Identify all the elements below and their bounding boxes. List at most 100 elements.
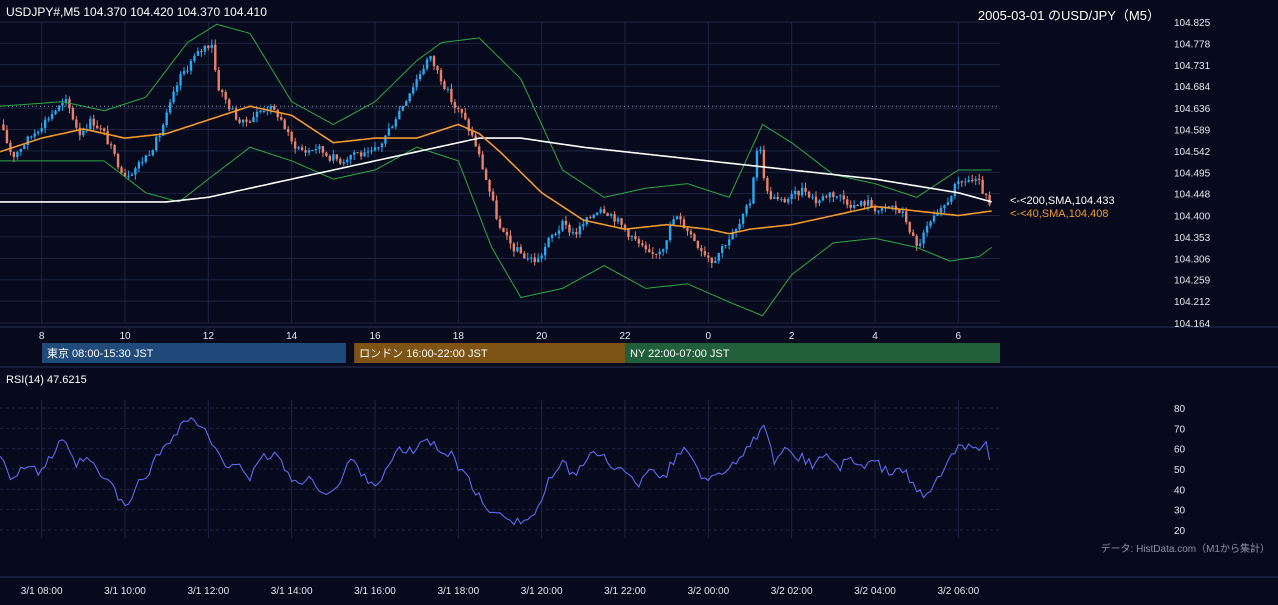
candle-up bbox=[405, 101, 408, 106]
candle-up bbox=[148, 155, 151, 157]
candle-down bbox=[467, 119, 470, 132]
candle-up bbox=[346, 159, 349, 162]
price-y-tick-label: 104.212 bbox=[1174, 297, 1211, 308]
candle-up bbox=[384, 135, 387, 144]
candle-down bbox=[804, 187, 807, 192]
candle-down bbox=[12, 152, 16, 158]
candle-up bbox=[929, 221, 932, 226]
candle-down bbox=[481, 154, 484, 170]
candle-up bbox=[967, 179, 970, 182]
candle-up bbox=[828, 192, 832, 198]
candle-up bbox=[377, 147, 380, 149]
rsi-y-tick-label: 50 bbox=[1174, 465, 1186, 476]
candle-up bbox=[203, 45, 207, 52]
candle-up bbox=[630, 235, 634, 237]
candle-up bbox=[158, 135, 161, 138]
rsi-x-tick-label: 3/1 22:00 bbox=[604, 586, 646, 597]
candle-down bbox=[99, 128, 102, 130]
candle-up bbox=[592, 214, 595, 218]
price-y-tick-label: 104.778 bbox=[1174, 39, 1211, 50]
candle-down bbox=[505, 231, 509, 236]
candle-down bbox=[762, 149, 766, 178]
candle-down bbox=[293, 141, 297, 149]
candle-up bbox=[82, 130, 85, 136]
rsi-y-tick-label: 80 bbox=[1174, 404, 1186, 415]
candle-up bbox=[23, 145, 26, 150]
candle-up bbox=[134, 168, 137, 175]
candle-down bbox=[634, 235, 637, 240]
price-x-tick-label: 4 bbox=[872, 331, 878, 342]
price-y-tick-label: 104.353 bbox=[1174, 233, 1211, 244]
rsi-y-tick-label: 70 bbox=[1174, 424, 1186, 435]
candle-down bbox=[637, 239, 641, 244]
candle-up bbox=[418, 74, 422, 80]
candle-up bbox=[168, 102, 172, 113]
candle-up bbox=[429, 56, 432, 60]
candle-down bbox=[627, 229, 630, 237]
candle-down bbox=[92, 118, 95, 126]
candle-up bbox=[530, 257, 533, 259]
candle-up bbox=[380, 143, 384, 148]
candle-up bbox=[141, 161, 144, 163]
price-y-tick-label: 104.448 bbox=[1174, 190, 1211, 201]
candle-up bbox=[668, 225, 672, 241]
candle-up bbox=[193, 55, 196, 61]
candle-down bbox=[120, 167, 123, 173]
candle-down bbox=[641, 243, 644, 246]
rsi-title: RSI(14) 47.6215 bbox=[6, 374, 87, 386]
candle-down bbox=[102, 128, 106, 131]
candle-up bbox=[811, 196, 814, 198]
candle-down bbox=[109, 144, 113, 146]
candle-up bbox=[835, 196, 839, 198]
candle-up bbox=[554, 233, 557, 236]
candle-up bbox=[130, 174, 134, 176]
price-y-tick-label: 104.495 bbox=[1174, 168, 1211, 179]
candle-down bbox=[814, 196, 818, 204]
sma40-line bbox=[0, 105, 992, 235]
sma40-label: <-<40,SMA,104.408 bbox=[1010, 208, 1109, 220]
candle-up bbox=[821, 196, 825, 201]
candle-down bbox=[870, 199, 873, 207]
candle-up bbox=[526, 257, 529, 259]
candle-down bbox=[696, 240, 700, 248]
price-x-tick-label: 22 bbox=[619, 331, 631, 342]
candle-down bbox=[2, 124, 5, 131]
candle-up bbox=[786, 199, 790, 203]
candle-down bbox=[439, 70, 443, 82]
candle-down bbox=[460, 108, 464, 113]
candle-down bbox=[568, 224, 571, 233]
candle-up bbox=[446, 88, 450, 90]
candle-up bbox=[561, 220, 564, 231]
candle-up bbox=[925, 225, 929, 233]
candle-up bbox=[349, 154, 352, 160]
candle-up bbox=[661, 249, 665, 252]
candle-up bbox=[918, 243, 922, 246]
price-x-tick-label: 6 bbox=[956, 331, 962, 342]
candle-up bbox=[800, 187, 804, 196]
candle-down bbox=[898, 209, 901, 213]
candle-down bbox=[443, 81, 446, 89]
price-x-tick-label: 20 bbox=[536, 331, 548, 342]
candle-up bbox=[151, 150, 154, 156]
rsi-panel bbox=[0, 416, 991, 526]
candle-up bbox=[155, 137, 158, 151]
session-bar: 東京 08:00-15:30 JST ロンドン 16:00-22:00 JST NY… bbox=[42, 343, 1000, 363]
candle-down bbox=[707, 255, 710, 258]
price-y-tick-label: 104.164 bbox=[1174, 319, 1211, 330]
candle-up bbox=[516, 247, 519, 252]
candle-up bbox=[175, 85, 179, 92]
candle-down bbox=[474, 135, 477, 147]
candle-down bbox=[984, 193, 988, 196]
candle-down bbox=[227, 99, 231, 110]
candle-up bbox=[599, 209, 602, 213]
candle-up bbox=[411, 87, 415, 94]
candle-up bbox=[422, 68, 425, 75]
rsi-x-tick-label: 3/1 16:00 bbox=[354, 586, 396, 597]
candle-down bbox=[842, 195, 845, 200]
candle-up bbox=[33, 133, 36, 137]
candle-down bbox=[224, 92, 227, 100]
candle-down bbox=[589, 217, 592, 219]
candle-down bbox=[75, 119, 78, 128]
candle-up bbox=[394, 119, 398, 127]
